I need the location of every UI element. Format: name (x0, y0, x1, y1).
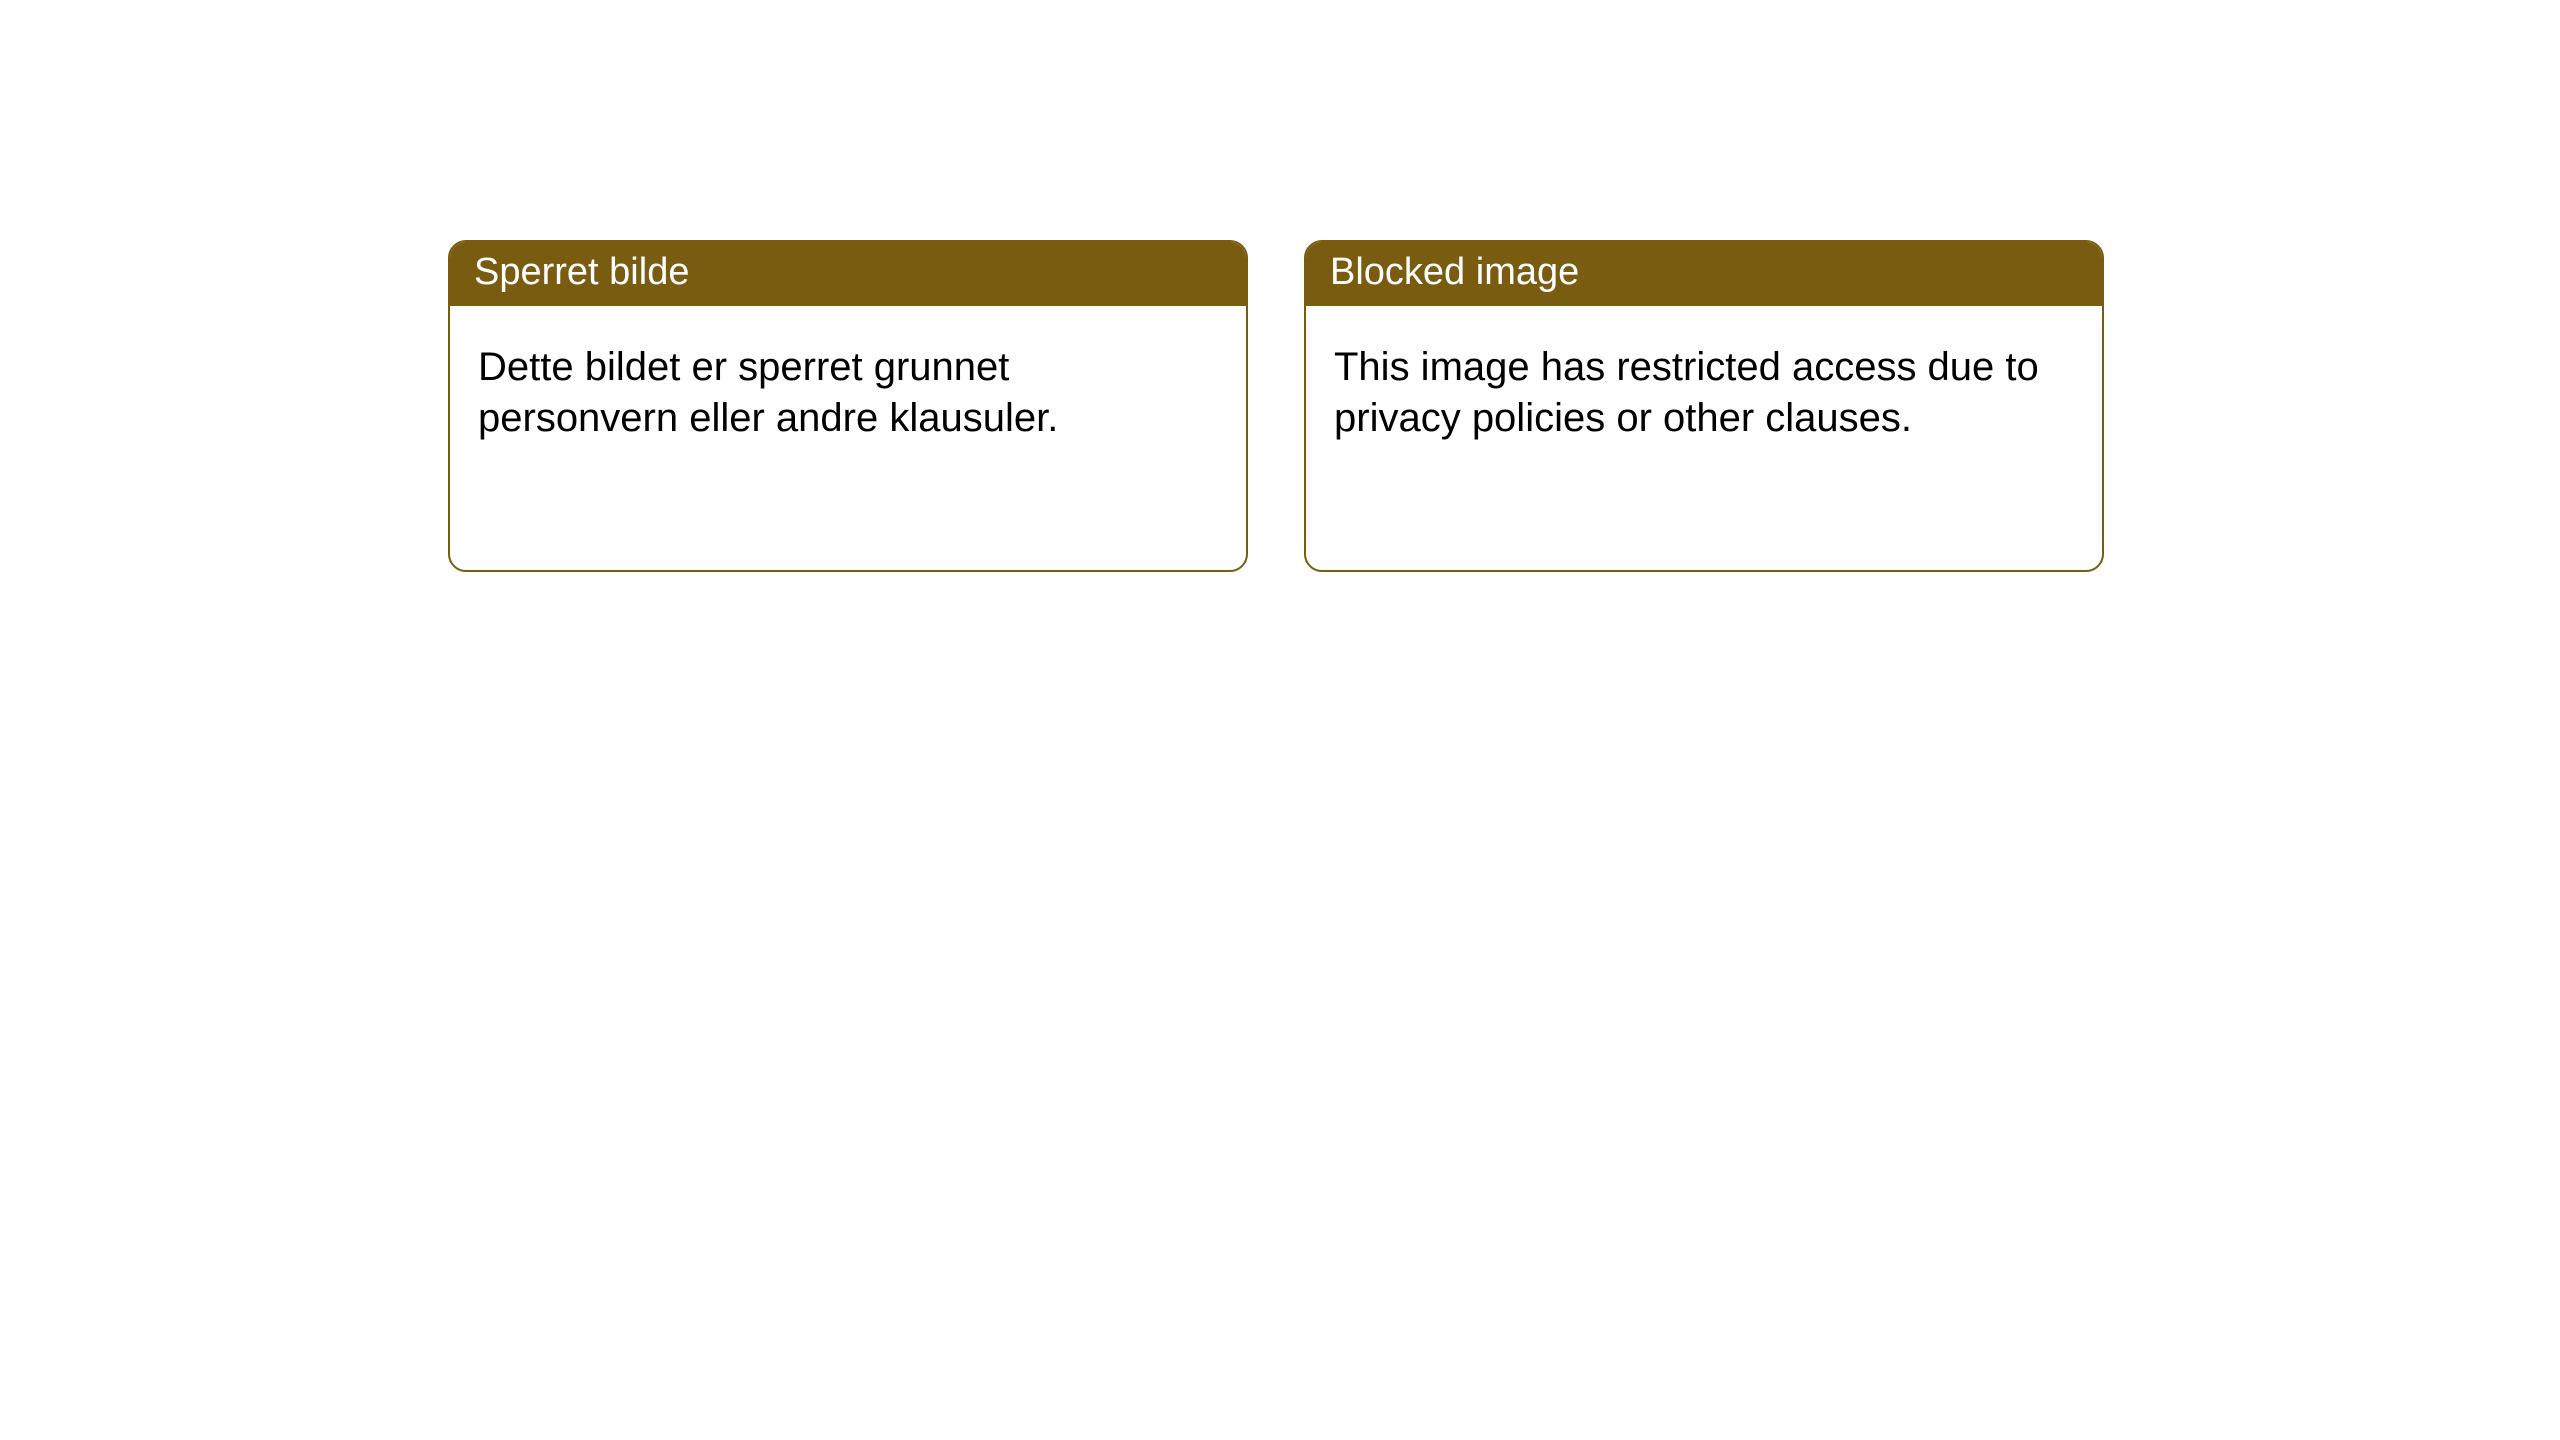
card-body-en: This image has restricted access due to … (1306, 306, 2102, 480)
card-header-no: Sperret bilde (450, 242, 1246, 306)
blocked-image-card-no: Sperret bilde Dette bildet er sperret gr… (448, 240, 1248, 572)
notice-container: Sperret bilde Dette bildet er sperret gr… (0, 0, 2560, 572)
card-header-en: Blocked image (1306, 242, 2102, 306)
blocked-image-card-en: Blocked image This image has restricted … (1304, 240, 2104, 572)
card-body-no: Dette bildet er sperret grunnet personve… (450, 306, 1246, 480)
